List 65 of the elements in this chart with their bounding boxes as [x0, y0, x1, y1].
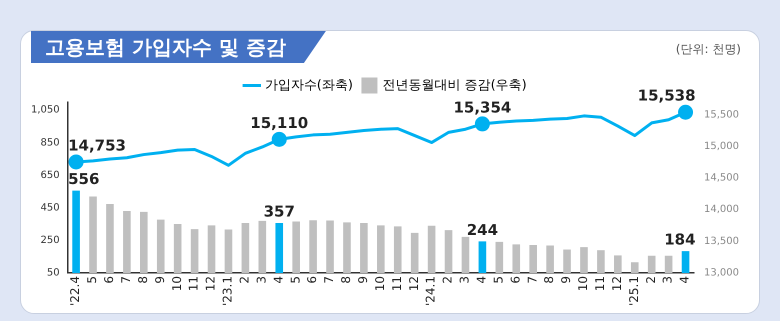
x-tick-label: 6 — [305, 276, 320, 284]
x-tick-label: 8 — [339, 276, 354, 284]
x-tick-label: 12 — [204, 276, 218, 292]
x-tick-label: 7 — [119, 276, 134, 284]
x-tick-label: 3 — [458, 276, 472, 284]
x-tick-label: 3 — [254, 276, 268, 284]
chart-title: 고용보험 가입자수 및 증감 — [31, 31, 326, 63]
x-tick-label: 7 — [322, 276, 336, 284]
point — [68, 154, 84, 170]
x-tick-label: 10 — [372, 276, 387, 292]
x-tick-label: 5 — [491, 276, 506, 284]
x-tick-label: 9 — [559, 276, 574, 284]
text: (단위: 천명) — [676, 41, 741, 58]
x-tick-label: 8 — [136, 276, 150, 284]
x-tick-label: '23.1 — [220, 276, 235, 306]
x-tick-label: 6 — [508, 276, 522, 284]
y-tick-label: 250 — [40, 235, 60, 246]
x-tick-label: '24.1 — [424, 276, 438, 306]
x-tick-label: 11 — [390, 276, 404, 292]
legend-label: 가입자수(좌축) — [264, 78, 353, 93]
x-tick-label: 11 — [186, 276, 201, 292]
x-tick-label: 5 — [85, 276, 100, 284]
point — [678, 104, 694, 120]
y2-tick-label: 14,000 — [704, 204, 740, 216]
x-tick-label: 12 — [406, 276, 421, 292]
x-tick-label: 5 — [288, 276, 302, 284]
point — [272, 132, 287, 147]
x-tick-label: 6 — [102, 276, 116, 284]
x-tick-label: '22.4 — [68, 276, 82, 306]
y-tick-label: 50 — [46, 268, 60, 279]
x-tick-label: 4 — [678, 276, 692, 284]
x-tick-label: 4 — [474, 276, 489, 284]
x-tick-label: '25.1 — [626, 276, 641, 306]
x-tick-label: 8 — [542, 276, 556, 284]
y2-tick-label: 13,000 — [704, 268, 740, 279]
y-tick-label: 1,050 — [30, 104, 60, 116]
x-tick-label: 3 — [660, 276, 675, 284]
data-label: 244 — [466, 220, 498, 239]
y-tick-label: 450 — [40, 202, 60, 214]
y2-tick-label: 13,500 — [704, 236, 740, 247]
x-tick-label: 12 — [610, 276, 624, 292]
data-label: 15,354 — [453, 98, 512, 116]
x-tick-label: 10 — [576, 276, 590, 292]
data-label: 556 — [68, 170, 100, 188]
y2-tick-label: 14,500 — [704, 172, 740, 184]
y2-tick-label: 15,000 — [704, 140, 740, 152]
data-label: 357 — [264, 202, 295, 220]
x-tick-label: 2 — [644, 276, 658, 284]
y-tick-label: 650 — [40, 170, 60, 181]
data-label: 15,110 — [250, 114, 308, 132]
data-label: 184 — [664, 230, 696, 249]
data-label: 15,538 — [638, 86, 696, 105]
x-tick-label: 9 — [356, 276, 370, 284]
x-tick-label: 9 — [152, 276, 167, 284]
x-tick-label: 4 — [271, 276, 286, 284]
y2-tick-label: 15,500 — [704, 109, 740, 120]
legend-label: 전년동월대비 증감(우축) — [382, 78, 527, 93]
point — [474, 116, 490, 132]
x-tick-label: 11 — [593, 276, 608, 292]
x-tick-label: 2 — [238, 276, 252, 284]
data-label: 14,753 — [68, 136, 126, 154]
x-tick-label: 7 — [525, 276, 540, 284]
y-tick-label: 850 — [40, 137, 60, 148]
x-tick-label: 2 — [440, 276, 455, 284]
x-tick-label: 10 — [170, 276, 184, 292]
